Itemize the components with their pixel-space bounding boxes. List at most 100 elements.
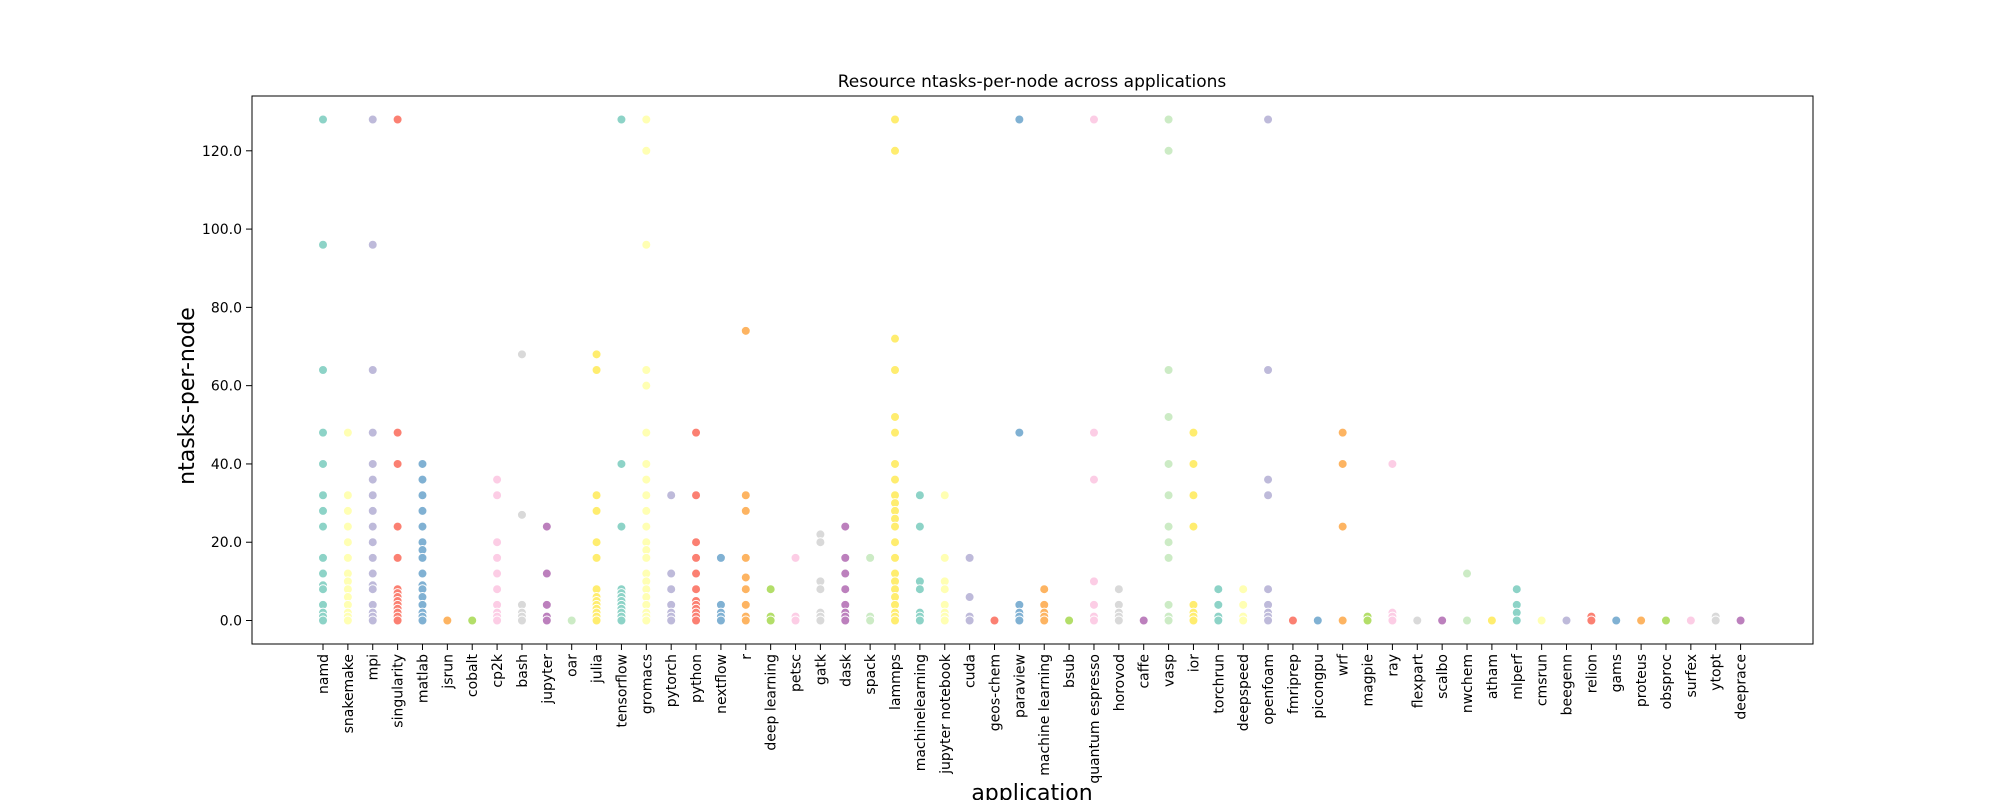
data-point <box>1213 599 1224 610</box>
data-point <box>367 114 378 125</box>
data-point <box>342 615 353 626</box>
x-tick-label: wrf <box>1336 653 1352 676</box>
data-point <box>815 615 826 626</box>
data-point <box>1437 615 1448 626</box>
data-point <box>840 552 851 563</box>
data-point <box>740 505 751 516</box>
data-point <box>691 552 702 563</box>
data-point <box>591 615 602 626</box>
data-point <box>1088 576 1099 587</box>
x-tick-label: cp2k <box>490 653 506 687</box>
data-point <box>890 114 901 125</box>
data-point <box>740 552 751 563</box>
x-tick-label: gatk <box>813 653 829 685</box>
data-point <box>641 380 652 391</box>
data-point <box>417 615 428 626</box>
data-point <box>1163 114 1174 125</box>
x-tick-label: deepspeed <box>1236 654 1252 731</box>
data-point <box>1213 584 1224 595</box>
data-point <box>914 584 925 595</box>
data-point <box>691 615 702 626</box>
data-point <box>1337 458 1348 469</box>
data-point <box>1362 615 1373 626</box>
data-point <box>740 572 751 583</box>
data-point <box>1263 365 1274 375</box>
data-point <box>890 145 901 156</box>
x-tick-label: deeprace <box>1734 654 1750 720</box>
data-point <box>914 521 925 532</box>
data-point <box>492 615 503 626</box>
data-point <box>367 568 378 579</box>
data-point <box>318 239 328 250</box>
data-point <box>442 615 453 626</box>
data-point <box>666 584 677 595</box>
data-point <box>318 505 328 516</box>
data-point <box>914 615 925 626</box>
x-tick-label: spack <box>863 653 879 694</box>
data-point <box>1163 599 1174 610</box>
x-tick-label: jupyter notebook <box>938 653 954 775</box>
data-point <box>616 615 627 626</box>
data-point <box>890 411 901 422</box>
data-point <box>890 537 901 548</box>
x-tick-label: oar <box>565 654 581 677</box>
data-point <box>641 365 652 375</box>
y-tick-label: 80.0 <box>211 300 242 316</box>
data-point <box>392 521 403 532</box>
data-point <box>641 458 652 469</box>
data-point <box>1113 615 1124 626</box>
data-point <box>1611 615 1622 626</box>
data-point <box>591 537 602 548</box>
data-point <box>392 615 403 626</box>
data-point <box>815 537 826 548</box>
data-point <box>318 615 328 626</box>
data-point <box>541 521 552 532</box>
data-point <box>1163 145 1174 156</box>
x-tick-label: cmsrun <box>1535 654 1551 706</box>
x-tick-label: deep learning <box>764 654 780 751</box>
data-point <box>367 458 378 469</box>
chart-title: Resource ntasks-per-node across applicat… <box>838 72 1227 92</box>
x-tick-label: scalbo <box>1435 654 1451 699</box>
data-point <box>1710 615 1721 626</box>
data-point <box>616 458 627 469</box>
data-point <box>1263 490 1274 501</box>
x-tick-label: picongpu <box>1311 654 1327 719</box>
data-point <box>989 615 1000 626</box>
x-tick-label: bash <box>515 654 531 688</box>
x-tick-label: pytorch <box>664 654 680 707</box>
x-tick-label: obsproc <box>1659 654 1675 709</box>
y-tick-label: 0.0 <box>220 614 242 630</box>
data-point <box>890 552 901 563</box>
data-point <box>367 239 378 250</box>
x-tick-label: atham <box>1485 654 1501 699</box>
data-point <box>417 490 428 501</box>
data-point <box>691 568 702 579</box>
data-point <box>1039 584 1050 595</box>
x-tick-label: matlab <box>415 654 431 703</box>
x-axis-label: application <box>971 781 1092 800</box>
data-point <box>541 568 552 579</box>
data-point <box>964 615 975 626</box>
y-axis-label: ntasks-per-node <box>175 307 200 485</box>
data-point <box>367 474 378 485</box>
data-point <box>1263 114 1274 125</box>
data-point <box>367 584 378 595</box>
data-point <box>666 615 677 626</box>
data-point <box>417 521 428 532</box>
data-point <box>318 427 328 438</box>
data-point <box>1188 615 1199 626</box>
x-axis: namd snakemake mpi singularity matlab jsrun co… <box>316 644 1750 784</box>
x-tick-label: namd <box>316 654 332 694</box>
data-point <box>392 427 403 438</box>
data-point <box>691 427 702 438</box>
data-point <box>318 490 328 501</box>
x-tick-label: gromacs <box>639 654 655 714</box>
data-point <box>417 552 428 563</box>
data-point <box>765 615 776 626</box>
data-point <box>641 615 652 626</box>
data-point <box>1188 490 1199 501</box>
data-point <box>392 552 403 563</box>
x-tick-label: jsrun <box>440 654 456 690</box>
data-point <box>939 552 950 563</box>
